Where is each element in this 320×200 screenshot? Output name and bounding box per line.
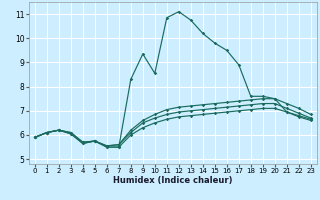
- X-axis label: Humidex (Indice chaleur): Humidex (Indice chaleur): [113, 176, 233, 185]
